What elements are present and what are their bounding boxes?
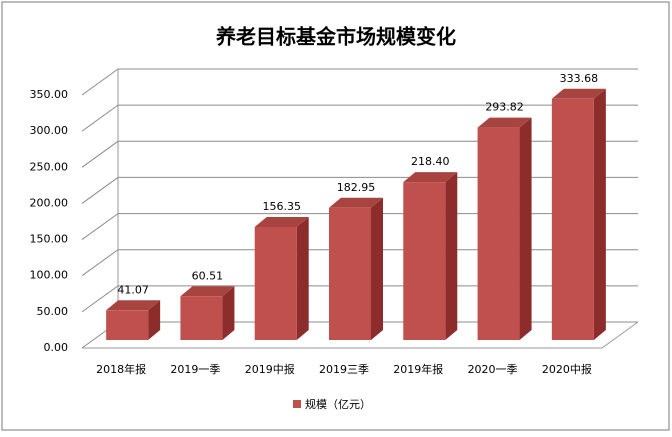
x-tick-label: 2019三季	[319, 363, 369, 376]
x-tick-label: 2020一季	[468, 363, 518, 376]
data-label: 218.40	[411, 155, 450, 168]
data-label: 41.07	[117, 283, 149, 296]
bar	[254, 226, 297, 340]
bar-side	[148, 300, 161, 340]
bar-side	[519, 117, 532, 341]
y-tick-label: 0.00	[44, 341, 69, 354]
bar	[403, 182, 446, 340]
chart-title: 养老目标基金市场规模变化	[215, 25, 456, 49]
bar-top	[403, 172, 458, 183]
x-tick-label: 2019中报	[245, 362, 295, 376]
grid-line	[81, 140, 638, 168]
data-label: 156.35	[262, 200, 301, 213]
legend-swatch	[293, 400, 301, 408]
y-tick-label: 350.00	[30, 88, 69, 101]
x-tick-label: 2019年报	[393, 362, 443, 376]
bar-side	[445, 172, 458, 340]
y-tick-label: 100.00	[30, 269, 69, 282]
y-tick-label: 200.00	[30, 196, 69, 209]
bar-side	[593, 88, 606, 340]
bar-top	[106, 300, 161, 311]
grid-line	[81, 249, 638, 277]
bar-side	[371, 197, 383, 340]
grid-line	[81, 213, 638, 240]
grid-line	[81, 104, 638, 132]
bar	[106, 310, 149, 340]
y-tick-label: 150.00	[30, 233, 69, 246]
bar-side	[296, 216, 309, 340]
bar-top	[254, 216, 309, 227]
bar-top	[551, 88, 606, 99]
data-label: 333.68	[560, 72, 599, 85]
bar	[180, 296, 223, 340]
bar	[551, 98, 594, 340]
x-tick-label: 2019一季	[170, 363, 220, 376]
x-tick-label: 2018年报	[96, 362, 146, 376]
bar	[329, 207, 371, 340]
bar-top	[180, 286, 235, 297]
y-tick-label: 50.00	[37, 305, 69, 318]
grid-line	[81, 285, 638, 313]
floor-edge	[82, 321, 639, 349]
data-label: 293.82	[485, 101, 524, 114]
data-label: 60.51	[192, 269, 224, 282]
bar-side	[222, 286, 235, 340]
bar-top	[329, 197, 383, 208]
bar	[477, 127, 520, 341]
x-tick-label: 2020中报	[542, 362, 592, 376]
y-tick-label: 300.00	[30, 124, 69, 137]
grid-line	[81, 176, 638, 204]
grid-line	[81, 68, 638, 96]
data-label: 182.95	[337, 181, 376, 194]
bar-top	[477, 117, 532, 128]
legend-label: 规模（亿元）	[305, 397, 371, 411]
y-tick-label: 250.00	[30, 160, 69, 173]
